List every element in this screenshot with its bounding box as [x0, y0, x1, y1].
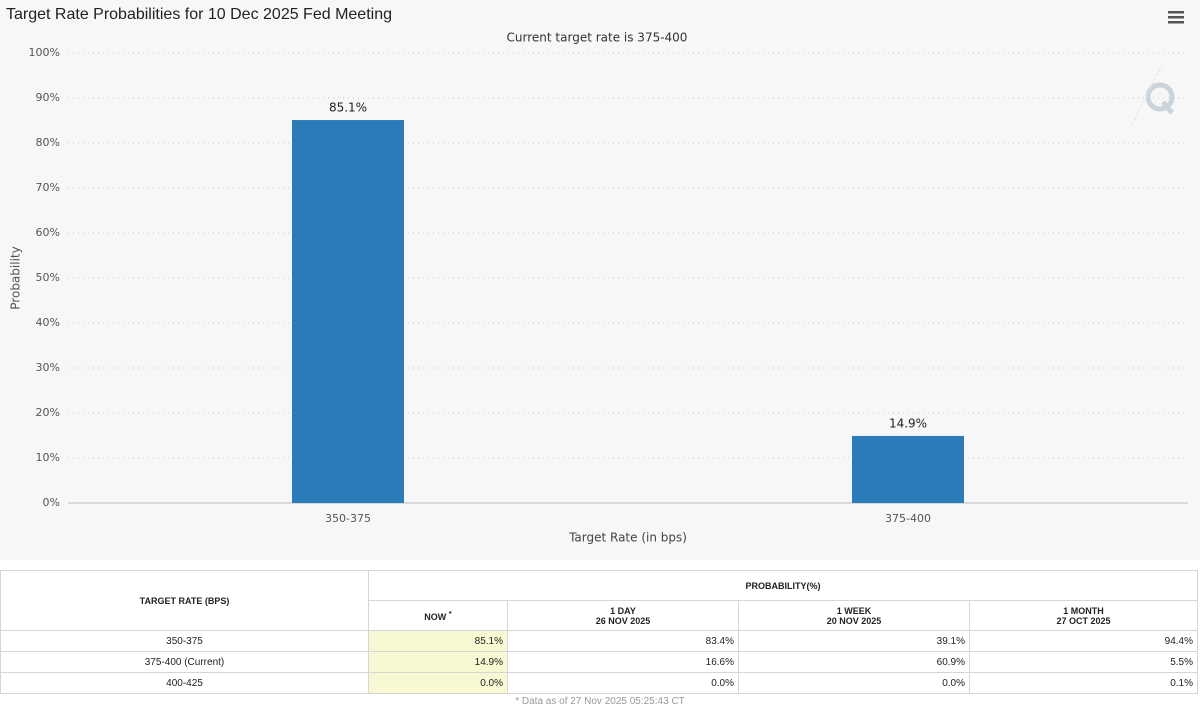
probability-cell: 0.0%	[738, 672, 970, 694]
rate-cell: 400-425	[0, 672, 369, 694]
menu-button[interactable]	[1168, 11, 1184, 24]
header-cell: 1 WEEK 20 NOV 2025	[738, 600, 970, 631]
probability-cell: 94.4%	[969, 630, 1198, 652]
rate-cell: 375-400 (Current)	[0, 651, 369, 673]
chart: Target Rate Probabilities for 10 Dec 202…	[0, 0, 1200, 560]
bar	[292, 120, 404, 504]
probability-cell: 16.6%	[507, 651, 739, 673]
chart-subtitle: Current target rate is 375-400	[507, 31, 688, 45]
header-date: 26 NOV 2025	[595, 615, 651, 626]
table-body: 350-375 85.1% 83.4% 39.1% 94.4% 375-400 (Curr…	[0, 630, 1198, 694]
header-text: TARGET RATE (BPS)	[139, 595, 230, 606]
header-text: 1 WEEK	[836, 605, 872, 616]
probability-cell: 85.1%	[368, 630, 508, 652]
y-tick-label: 0%	[43, 496, 60, 509]
logo-streak	[1131, 64, 1163, 126]
footnote: * Data as of 27 Nov 2025 05:25:43 CT	[515, 696, 685, 707]
header-text: 1 DAY	[610, 605, 636, 616]
bar	[852, 435, 964, 503]
menu-bar	[1168, 21, 1184, 24]
header-date: 20 NOV 2025	[826, 615, 882, 626]
header-cell: 1 MONTH 27 OCT 2025	[969, 600, 1198, 631]
table-row: 375-400 (Current) 14.9% 16.6% 60.9% 5.5%	[0, 651, 1198, 673]
x-tick-label: 350-375	[325, 512, 371, 525]
data-label: 85.1%	[329, 101, 367, 115]
y-tick-label: 10%	[36, 451, 60, 464]
header-cell: TARGET RATE (BPS)	[0, 570, 369, 631]
y-tick-label: 70%	[36, 181, 60, 194]
probability-cell: 39.1%	[738, 630, 970, 652]
logo	[1131, 64, 1175, 126]
y-tick-label: 20%	[36, 406, 60, 419]
header-date: 27 OCT 2025	[1056, 615, 1111, 626]
chart-background	[0, 0, 1200, 560]
table-row: 350-375 85.1% 83.4% 39.1% 94.4%	[0, 630, 1198, 652]
probability-cell: 5.5%	[969, 651, 1198, 673]
header-cell: 1 DAY 26 NOV 2025	[507, 600, 739, 631]
y-tick-label: 60%	[36, 226, 60, 239]
header-text: NOW	[424, 612, 447, 622]
header-text: PROBABILITY(%)	[745, 580, 821, 591]
chart-title: Target Rate Probabilities for 10 Dec 202…	[6, 6, 392, 23]
y-tick-label: 90%	[36, 91, 60, 104]
data-label: 14.9%	[889, 416, 927, 430]
y-tick-label: 30%	[36, 361, 60, 374]
logo-tail	[1161, 100, 1174, 115]
y-tick-label: 100%	[29, 46, 60, 59]
x-axis-title: Target Rate (in bps)	[568, 531, 687, 545]
probability-cell: 83.4%	[507, 630, 739, 652]
header-cell: NOW *	[368, 600, 508, 631]
header-cell: PROBABILITY(%)	[368, 570, 1198, 601]
x-tick-label: 375-400	[885, 512, 931, 525]
probability-cell: 60.9%	[738, 651, 970, 673]
y-axis-title: Probability	[9, 246, 23, 309]
y-tick-label: 40%	[36, 316, 60, 329]
probability-cell: 0.0%	[507, 672, 739, 694]
logo-ring	[1145, 82, 1175, 112]
y-tick-label: 80%	[36, 136, 60, 149]
header-note: *	[448, 609, 452, 618]
probability-table: TARGET RATE (BPS) PROBABILITY(%) NOW * 1…	[0, 570, 1198, 694]
menu-bar	[1168, 11, 1184, 14]
probability-cell: 14.9%	[368, 651, 508, 673]
y-tick-label: 50%	[36, 271, 60, 284]
menu-bar	[1168, 16, 1184, 19]
header-text: 1 MONTH	[1063, 605, 1104, 616]
table-row: 400-425 0.0% 0.0% 0.0% 0.1%	[0, 672, 1198, 694]
probability-cell: 0.0%	[368, 672, 508, 694]
probability-cell: 0.1%	[969, 672, 1198, 694]
rate-cell: 350-375	[0, 630, 369, 652]
